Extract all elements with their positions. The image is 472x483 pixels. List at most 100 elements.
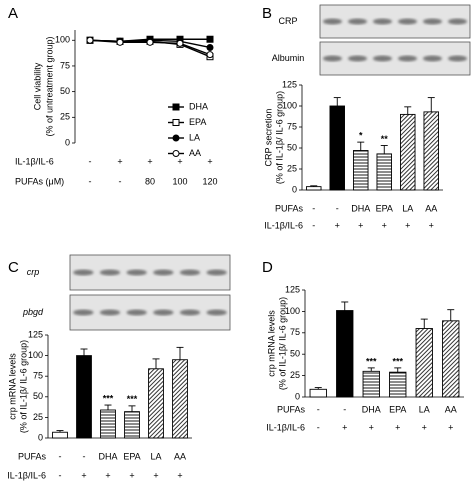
row-value: - xyxy=(89,176,92,186)
blot-band xyxy=(99,269,121,276)
row-value: EPA xyxy=(376,203,393,213)
row-label: IL-1β/IL-6 xyxy=(266,422,305,432)
bar xyxy=(306,186,322,191)
blot-band xyxy=(206,269,227,276)
row-label: PUFAs xyxy=(275,203,304,213)
y-tick-label: 0 xyxy=(65,137,70,147)
y-tick-label: 100 xyxy=(28,350,43,360)
row-value: + xyxy=(395,422,400,432)
y-tick-label: 0 xyxy=(292,184,297,194)
blot-frame xyxy=(319,41,471,76)
blot-band xyxy=(323,18,342,25)
legend-label: DHA xyxy=(189,101,208,111)
legend-label: EPA xyxy=(189,117,206,127)
marker xyxy=(116,38,124,46)
row-value: EPA xyxy=(389,404,406,414)
blot-band xyxy=(373,55,392,62)
row-value: 100 xyxy=(172,176,187,186)
y-axis-label: CRP secretion xyxy=(263,109,273,167)
bar xyxy=(442,320,460,398)
blot-band xyxy=(398,18,417,25)
row-value: 120 xyxy=(202,176,217,186)
bar xyxy=(353,150,369,191)
y-tick-label: 100 xyxy=(282,100,297,110)
y-axis-label: Cell viability xyxy=(32,62,42,110)
blot-label: crp xyxy=(27,267,40,277)
row-value: + xyxy=(342,422,347,432)
row-label: PUFAs (μM) xyxy=(15,176,64,186)
significance: *** xyxy=(127,394,138,404)
marker xyxy=(146,38,154,46)
row-value: + xyxy=(369,422,374,432)
row-value: EPA xyxy=(123,451,140,461)
marker xyxy=(206,35,214,43)
row-value: + xyxy=(448,422,453,432)
y-tick-label: 125 xyxy=(28,329,43,339)
row-value: + xyxy=(405,220,410,230)
row-value: - xyxy=(312,220,315,230)
legend-marker xyxy=(172,119,180,126)
row-value: - xyxy=(343,404,346,414)
row-value: + xyxy=(105,470,110,480)
blot-frame xyxy=(319,4,471,39)
row-value: + xyxy=(177,156,182,166)
legend-marker xyxy=(172,103,180,111)
bar xyxy=(309,388,327,398)
row-value: + xyxy=(81,470,86,480)
blot-band xyxy=(348,18,367,25)
row-value: + xyxy=(429,220,434,230)
row-value: 80 xyxy=(145,176,155,186)
y-axis-label: crp mRNA levels xyxy=(7,353,17,420)
y-tick-label: 100 xyxy=(55,35,70,45)
row-value: - xyxy=(59,470,62,480)
y-tick-label: 0 xyxy=(295,391,300,401)
y-tick-label: 125 xyxy=(282,79,297,89)
y-tick-label: 0 xyxy=(38,432,43,442)
bar xyxy=(100,409,116,439)
blot-band xyxy=(398,55,417,62)
row-value: + xyxy=(207,156,212,166)
row-value: LA xyxy=(402,203,413,213)
bar xyxy=(172,359,188,439)
blot-band xyxy=(423,55,442,62)
y-tick-label: 25 xyxy=(287,163,297,173)
bar xyxy=(389,371,407,398)
y-tick-label: 50 xyxy=(287,142,297,152)
significance: *** xyxy=(103,393,114,403)
blot-label: CRP xyxy=(278,16,297,26)
marker xyxy=(206,43,214,51)
significance: * xyxy=(359,130,363,140)
blot-band xyxy=(73,269,94,276)
panel-letter: D xyxy=(262,259,273,276)
blot-band xyxy=(153,309,174,316)
blot-band xyxy=(153,269,174,276)
y-tick-label: 25 xyxy=(60,112,70,122)
row-value: DHA xyxy=(351,203,370,213)
blot-band xyxy=(179,309,201,316)
bar xyxy=(336,310,354,398)
y-tick-label: 25 xyxy=(33,412,43,422)
significance: *** xyxy=(366,356,377,366)
blot-band xyxy=(323,55,342,62)
row-value: - xyxy=(336,203,339,213)
bar xyxy=(76,355,92,439)
bar xyxy=(362,370,380,398)
row-value: + xyxy=(358,220,363,230)
row-value: AA xyxy=(174,451,186,461)
row-value: + xyxy=(422,422,427,432)
row-value: + xyxy=(153,470,158,480)
blot-band xyxy=(179,269,201,276)
bar xyxy=(400,113,416,191)
blot-frame xyxy=(69,254,231,291)
legend-label: LA xyxy=(189,132,200,142)
row-value: - xyxy=(317,404,320,414)
y-tick-label: 75 xyxy=(287,121,297,131)
y-tick-label: 50 xyxy=(290,349,300,359)
row-value: - xyxy=(89,156,92,166)
y-axis-label: (% of IL-1β/ IL-6 group) xyxy=(277,297,287,390)
y-axis-label: (% of IL-1β/ IL-6 group) xyxy=(18,340,28,433)
panel-letter: C xyxy=(8,259,19,276)
row-value: + xyxy=(147,156,152,166)
bar xyxy=(415,328,433,398)
marker xyxy=(176,39,184,47)
